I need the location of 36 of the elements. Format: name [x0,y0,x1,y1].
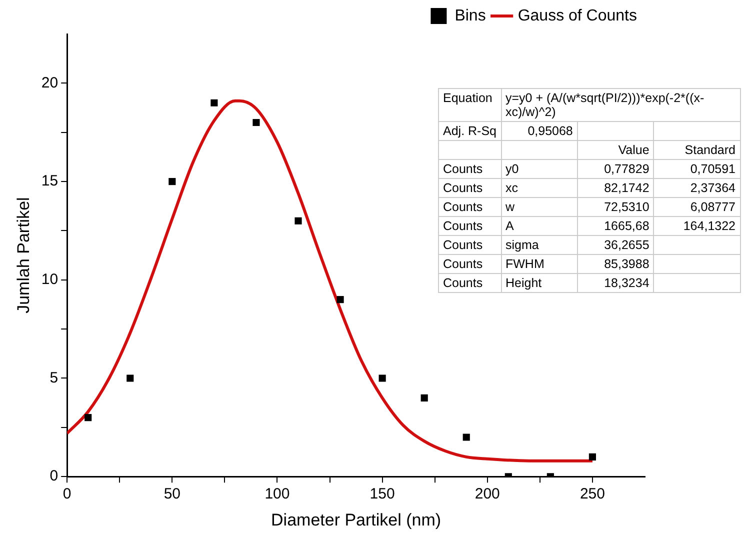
legend-label: Gauss of Counts [518,7,637,24]
point [84,414,92,422]
text: Counts sigma 36,2655 [443,238,650,252]
point [168,178,176,186]
point [378,374,386,382]
point [420,394,428,402]
text: Counts y0 0,77829 0,70591 [443,162,736,176]
point [462,434,470,441]
x-tick-label: 0 [62,486,72,503]
point [126,374,134,382]
point [252,118,260,126]
point [294,217,302,224]
point [210,99,218,106]
x-tick-label: 50 [164,486,181,503]
y-tick-label: 20 [41,74,58,92]
legend-label: Bins [454,7,486,24]
text: Value Standard [618,143,736,157]
text: Counts Height 18,3234 [443,276,650,290]
y-axis-title: Jumlah Partikel [14,197,33,314]
point [588,453,596,460]
text: Counts FWHM 85,3988 [443,257,650,271]
x-tick-label: 150 [370,486,395,503]
x-tick-label: 200 [474,486,500,503]
annotation: Equation y=y0 + (A/(w*sqrt(PI/2)))*exp(-2*((x-xc)/w)^2) [442,90,706,121]
y-tick-label: 15 [41,172,58,190]
text: Counts w 72,5310 6,08777 [443,200,736,214]
x-axis-title: Diameter Partikel (nm) [271,510,442,530]
x-tick-label: 250 [580,486,605,503]
y-tick-label: 5 [50,369,58,386]
y-tick-label: 10 [41,271,58,288]
text: Adj. R-Sq 0,95068 [443,124,573,138]
text: Counts xc 82,1742 2,37364 [443,181,736,195]
x-tick-label: 100 [264,486,290,503]
y-tick-label: 0 [50,468,58,485]
text: Counts A 1665,68 164,1322 [443,219,736,233]
point [336,296,344,304]
